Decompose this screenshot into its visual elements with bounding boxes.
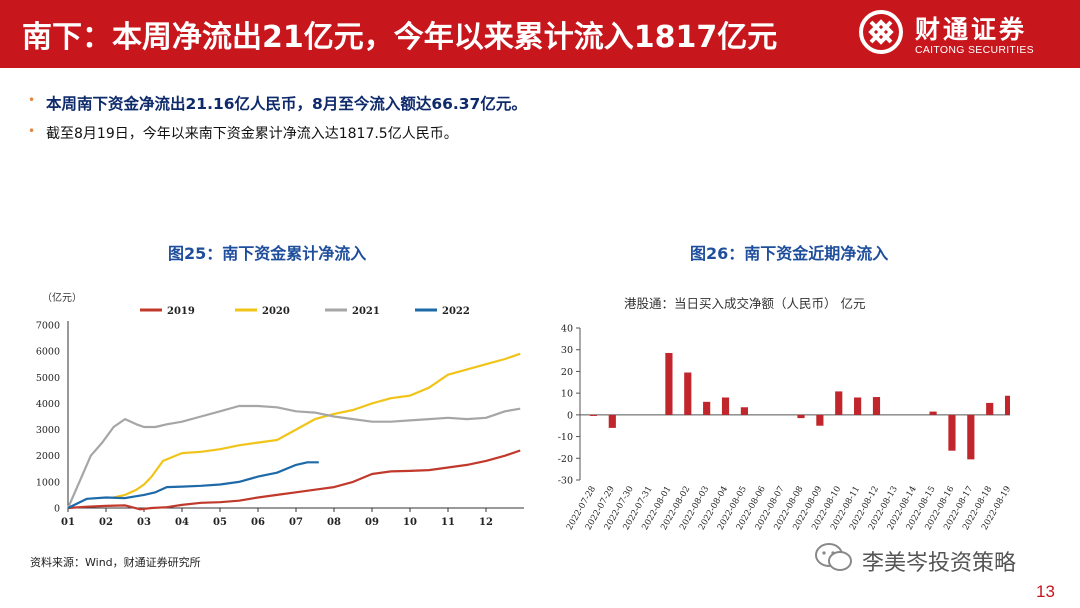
bar-2022-08-11 (854, 397, 862, 415)
y-tick-label: -20 (558, 454, 573, 465)
y-tick-label: 0 (54, 504, 60, 515)
legend-label: 2022 (442, 306, 470, 317)
x-tick-label: 09 (365, 517, 379, 528)
y-tick-label: 0 (567, 410, 573, 421)
chart-title-left: 图25：南下资金累计净流入 (168, 244, 367, 263)
wechat-icon (815, 543, 852, 571)
header-bar: 南下：本周净流出21亿元，今年以来累计流入1817亿元 财通证券 CAITONG… (0, 0, 1080, 68)
bar-2022-08-04 (721, 397, 730, 415)
y-tick-label: 6000 (36, 347, 60, 358)
y-tick-label: 4000 (36, 399, 60, 410)
bar-2022-08-10 (835, 391, 843, 415)
bullet-text-1: 本周南下资金净流出21.16亿人民币，8月至今流入额达66.37亿元。 (46, 95, 527, 113)
bullet-item: • 截至8月19日，今年以来南下资金累计净流入达1817.5亿人民币。 (28, 123, 527, 143)
y-tick-label: 20 (561, 367, 573, 378)
chart-subtitle: 港股通：当日买入成交净额（人民币） 亿元 (624, 296, 865, 311)
y-tick-label: 2000 (36, 451, 60, 462)
y-axis-unit-label: （亿元） (42, 291, 82, 304)
bullet-dot-icon: • (28, 124, 36, 138)
cumulative-flow-chart: （亿元） 2019 2020 2021 2022 0 1000 2000 3000 4000 5… (36, 291, 524, 528)
y-tick-label: 5000 (36, 373, 60, 384)
x-tick-label: 08 (327, 517, 341, 528)
x-tick-label: 12 (479, 517, 493, 528)
y-tick-label: -30 (558, 476, 573, 487)
y-tick-label: 7000 (36, 321, 60, 332)
bullet-item: • 本周南下资金净流出21.16亿人民币，8月至今流入额达66.37亿元。 (28, 92, 527, 114)
bar-2022-08-03 (703, 401, 711, 415)
legend-label: 2020 (262, 306, 290, 317)
logo-english: CAITONG SECURITIES (915, 44, 1034, 56)
chart-title-right: 图26：南下资金近期净流入 (690, 244, 889, 263)
bullet-dot-icon: • (28, 93, 36, 107)
recent-flow-chart: 港股通：当日买入成交净额（人民币） 亿元 403020100-10-20-302… (558, 296, 1010, 532)
bar-2022-08-17 (967, 414, 975, 460)
bar-2022-07-29 (608, 414, 616, 428)
wechat-watermark: 李美岑投资策略 (812, 540, 1052, 580)
x-tick-label: 05 (213, 517, 227, 528)
logo-name: 财通证券 (915, 15, 1028, 44)
legend-label: 2021 (352, 306, 380, 317)
bar-2022-07-28 (589, 414, 598, 416)
bar-2022-08-18 (986, 402, 994, 415)
y-tick-label: 40 (561, 324, 573, 335)
bar-2022-08-19 (1004, 395, 1010, 415)
bar-2022-08-02 (684, 372, 692, 415)
series-line-2020 (113, 352, 521, 499)
y-tick-label: 10 (561, 389, 573, 400)
bar-2022-08-01 (665, 352, 673, 415)
page-title: 南下：本周净流出21亿元，今年以来累计流入1817亿元 (22, 20, 778, 55)
y-tick-label: 1000 (36, 477, 60, 488)
x-tick-label: 04 (175, 517, 189, 528)
series-line-2019 (67, 449, 521, 511)
bullet-text-2: 截至8月19日，今年以来南下资金累计净流入达1817.5亿人民币。 (46, 126, 458, 142)
bullet-list: • 本周南下资金净流出21.16亿人民币，8月至今流入额达66.37亿元。 • … (28, 92, 527, 152)
y-tick-label: -10 (558, 432, 573, 443)
series-line-2022 (67, 461, 319, 509)
bar-2022-08-08 (797, 414, 805, 419)
y-tick-label: 30 (561, 345, 573, 356)
x-tick-label: 07 (289, 517, 303, 528)
bar-2022-08-16 (948, 414, 956, 451)
source-note: 资料来源：Wind，财通证券研究所 (30, 556, 201, 569)
x-tick-label: 01 (61, 517, 75, 528)
x-tick-label: 03 (137, 517, 151, 528)
bar-2022-08-09 (816, 414, 824, 426)
caitong-logo-icon (859, 10, 903, 54)
company-logo: 财通证券 CAITONG SECURITIES (853, 4, 1055, 62)
page-number: 13 (1036, 582, 1055, 601)
watermark-text: 李美岑投资策略 (862, 551, 1017, 576)
bar-2022-08-12 (872, 397, 881, 415)
y-tick-label: 3000 (36, 425, 60, 436)
series-line-2021 (66, 404, 521, 509)
x-tick-label: 10 (403, 517, 417, 528)
x-tick-label: 06 (251, 517, 265, 528)
x-tick-label: 02 (99, 517, 113, 528)
x-tick-label: 11 (441, 517, 455, 528)
bar-2022-08-05 (740, 407, 748, 415)
legend-label: 2019 (167, 306, 195, 317)
bar-2022-08-15 (929, 411, 937, 415)
